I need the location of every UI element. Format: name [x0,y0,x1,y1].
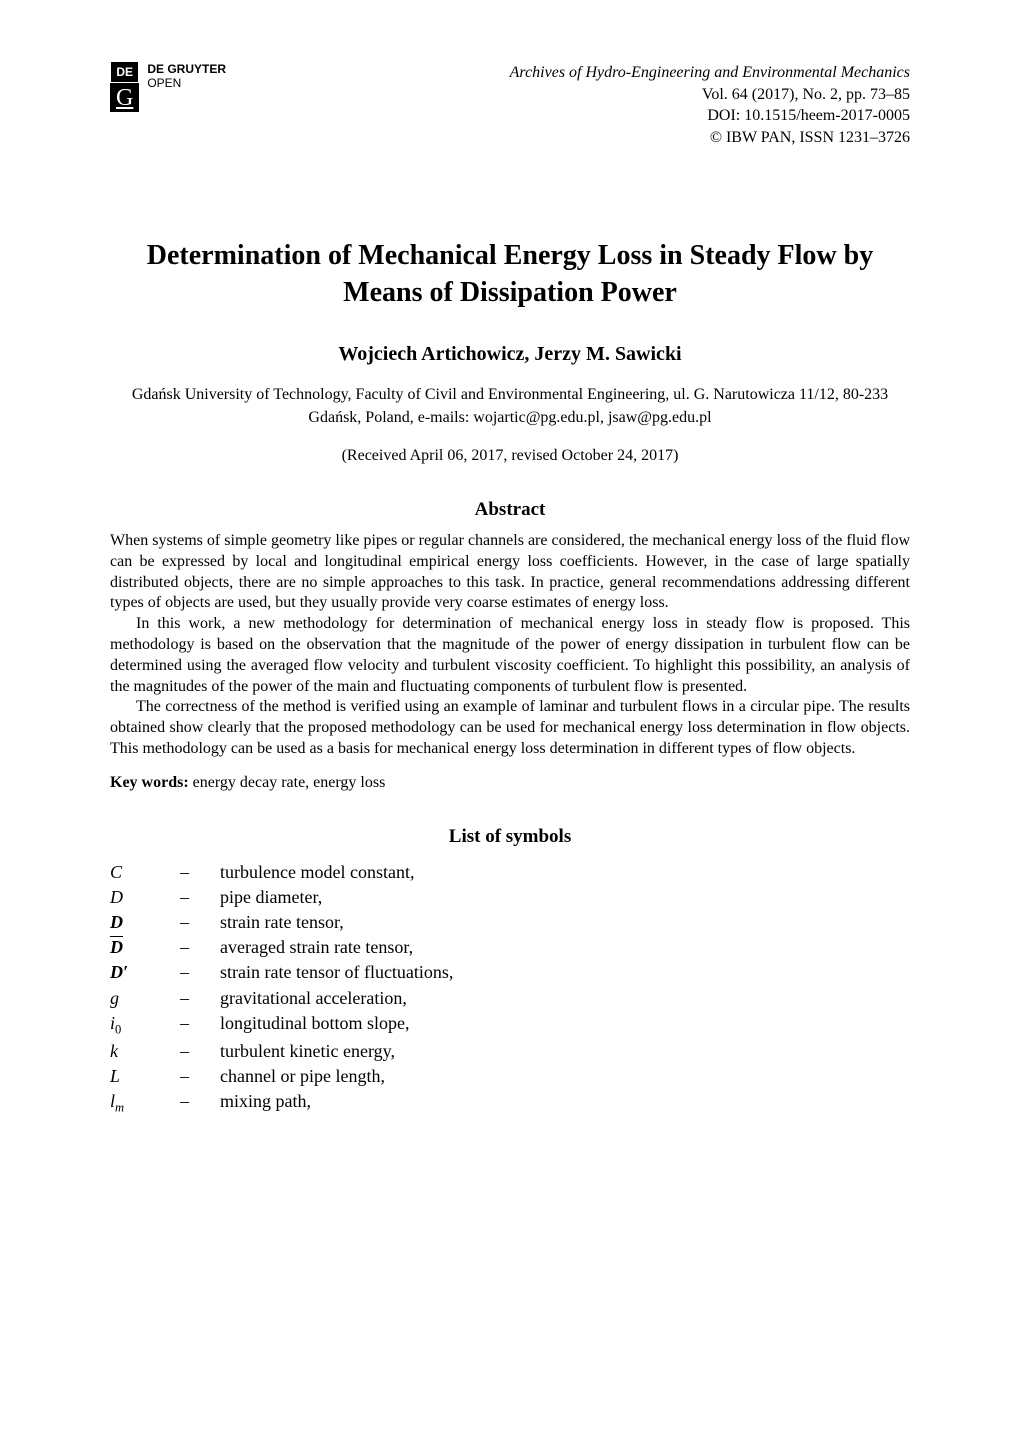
symbol-row: i0 – longitudinal bottom slope, [110,1011,910,1039]
symbol-desc: pipe diameter, [220,885,910,910]
keywords-label: Key words: [110,774,189,791]
symbol-desc: averaged strain rate tensor, [220,935,910,960]
symbol-D-bar: D [110,935,180,960]
symbol-row: D – strain rate tensor, [110,910,910,935]
symbol-row: g – gravitational acceleration, [110,986,910,1011]
symbol-row: D – averaged strain rate tensor, [110,935,910,960]
symbol-desc: channel or pipe length, [220,1064,910,1089]
abstract-heading: Abstract [110,499,910,521]
publisher-block: DE G DE GRUYTER OPEN [110,62,226,112]
journal-volume: Vol. 64 (2017), No. 2, pp. 73–85 [510,84,910,106]
symbol-dash: – [180,1039,220,1064]
symbol-sub: m [115,1101,124,1115]
symbol-row: lm – mixing path, [110,1089,910,1117]
journal-name: Archives of Hydro-Engineering and Enviro… [510,62,910,84]
received-date: (Received April 06, 2017, revised Octobe… [110,447,910,465]
journal-copyright: © IBW PAN, ISSN 1231–3726 [510,127,910,149]
symbol-row: k – turbulent kinetic energy, [110,1039,910,1064]
symbol-desc: turbulent kinetic energy, [220,1039,910,1064]
symbol-D-prime: D′ [110,960,180,985]
symbol-dash: – [180,1064,220,1089]
symbol-i0: i0 [110,1011,180,1039]
header-row: DE G DE GRUYTER OPEN Archives of Hydro-E… [110,62,910,148]
symbol-row: C – turbulence model constant, [110,860,910,885]
logo-g: G [110,82,139,112]
symbol-desc: strain rate tensor of fluctuations, [220,960,910,985]
symbol-dash: – [180,910,220,935]
abstract-p1: When systems of simple geometry like pip… [110,531,910,614]
journal-doi: DOI: 10.1515/heem-2017-0005 [510,105,910,127]
symbol-row: L – channel or pipe length, [110,1064,910,1089]
symbol-desc: longitudinal bottom slope, [220,1011,910,1036]
symbol-dash: – [180,986,220,1011]
symbol-C: C [110,860,180,885]
symbol-L: L [110,1064,180,1089]
symbol-sub: 0 [115,1022,121,1036]
symbols-heading: List of symbols [110,826,910,848]
symbol-desc: turbulence model constant, [220,860,910,885]
abstract-p2: In this work, a new methodology for dete… [110,614,910,697]
affiliation: Gdańsk University of Technology, Faculty… [110,384,910,429]
symbol-desc: mixing path, [220,1089,910,1114]
keywords: Key words: energy decay rate, energy los… [110,774,910,792]
symbol-lm: lm [110,1089,180,1117]
symbol-dash: – [180,1011,220,1036]
abstract-body: When systems of simple geometry like pip… [110,531,910,760]
keywords-text: energy decay rate, energy loss [189,774,386,791]
symbol-dash: – [180,860,220,885]
journal-info: Archives of Hydro-Engineering and Enviro… [510,62,910,148]
symbol-D-bold: D [110,910,180,935]
publisher-logo-icon: DE G [110,62,139,112]
symbol-g: g [110,986,180,1011]
logo-de: DE [111,62,138,82]
symbols-list: C – turbulence model constant, D – pipe … [110,860,910,1118]
symbol-dash: – [180,935,220,960]
page-title: Determination of Mechanical Energy Loss … [110,238,910,311]
symbol-k: k [110,1039,180,1064]
symbol-row: D – pipe diameter, [110,885,910,910]
symbol-desc: gravitational acceleration, [220,986,910,1011]
symbol-overline: D [110,937,123,957]
symbol-row: D′ – strain rate tensor of fluctuations, [110,960,910,985]
authors: Wojciech Artichowicz, Jerzy M. Sawicki [110,343,910,366]
abstract-p3: The correctness of the method is verifie… [110,697,910,759]
symbol-dash: – [180,1089,220,1114]
publisher-name: DE GRUYTER [147,62,226,76]
symbol-dash: – [180,885,220,910]
symbol-desc: strain rate tensor, [220,910,910,935]
symbol-D: D [110,885,180,910]
publisher-text: DE GRUYTER OPEN [147,62,226,91]
symbol-dash: – [180,960,220,985]
publisher-open: OPEN [147,76,226,90]
